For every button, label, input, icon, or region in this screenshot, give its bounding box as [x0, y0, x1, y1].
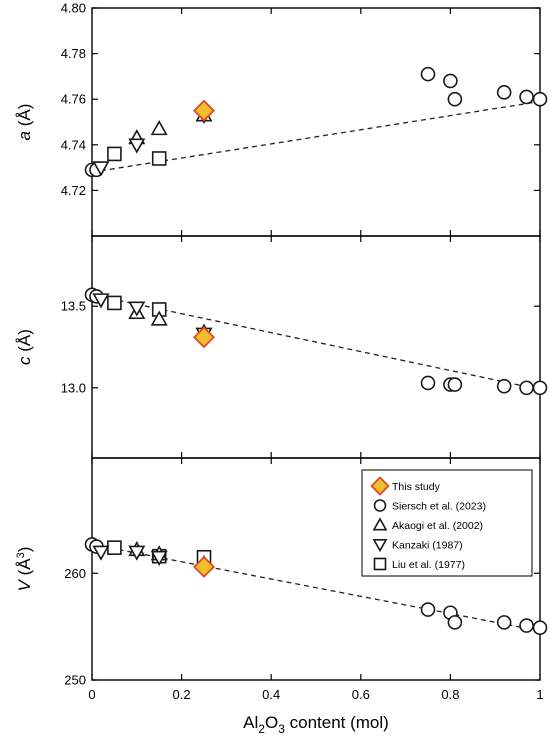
data-point — [150, 120, 168, 136]
data-point — [107, 146, 122, 162]
x-axis: 0 0.2 0.4 0.6 0.8 1 Al2O3 content (mol) — [88, 687, 543, 736]
legend-label: Kanzaki (1987) — [392, 540, 463, 552]
data-point — [92, 293, 110, 309]
data-point — [447, 377, 463, 392]
y-axis-title: c (Å) — [15, 329, 34, 365]
x-axis-title: Al2O3 content (mol) — [243, 713, 389, 736]
data-point — [107, 295, 122, 311]
legend-marker — [370, 476, 390, 496]
data-point — [92, 545, 110, 561]
data-point — [150, 550, 168, 567]
legend-label: Siersch et al. (2023) — [392, 501, 486, 513]
data-point — [192, 555, 216, 578]
panel-frame — [91, 457, 541, 681]
data-point — [107, 540, 122, 555]
x-tick-label: 1 — [536, 687, 543, 702]
legend-marker — [372, 517, 388, 531]
legend-marker — [373, 499, 387, 512]
x-tick-label: 0 — [88, 687, 95, 702]
panel-c: 13.0 13.5 c (Å) — [15, 235, 548, 459]
data-point — [447, 615, 463, 630]
data-point — [443, 73, 458, 89]
y-tick-label: 4.76 — [61, 92, 86, 107]
legend-marker — [372, 539, 388, 553]
legend: This study Siersch et al. (2023) Akaogi et… — [361, 469, 533, 577]
y-tick-label: 4.80 — [61, 1, 86, 16]
y-tick-label: 13.5 — [61, 299, 86, 314]
legend-label: Liu et al. (1977) — [392, 559, 465, 571]
data-point — [532, 380, 548, 396]
legend-label: Akaogi et al. (2002) — [392, 520, 483, 532]
y-tick-label: 13.0 — [61, 380, 86, 395]
data-point — [496, 85, 512, 100]
data-point — [420, 66, 436, 82]
panel-a: 4.72 4.74 4.76 4.78 4.80 a (Å) — [15, 1, 548, 237]
data-point — [519, 89, 534, 105]
legend-label: This study — [392, 481, 441, 493]
data-point — [420, 602, 436, 617]
data-point — [192, 99, 216, 122]
data-point — [92, 161, 110, 177]
x-tick-label: 0.6 — [352, 687, 370, 702]
y-axis-title: a (Å) — [15, 104, 34, 141]
trend-line — [91, 100, 541, 173]
data-point — [150, 310, 168, 326]
data-point — [128, 138, 146, 154]
data-point — [519, 618, 534, 633]
data-point — [420, 375, 436, 391]
data-points — [84, 287, 548, 396]
y-tick-label: 4.72 — [61, 183, 86, 198]
trend-line — [91, 294, 541, 391]
data-points — [84, 537, 548, 636]
y-tick-label: 260 — [64, 566, 86, 581]
y-tick-label: 4.78 — [61, 46, 86, 61]
x-tick-label: 0.8 — [441, 687, 459, 702]
legend-box — [361, 469, 533, 577]
data-point — [532, 620, 548, 636]
y-axis-title: V (Å3) — [15, 547, 34, 592]
data-point — [447, 91, 463, 107]
x-tick-label: 0.2 — [173, 687, 191, 702]
data-point — [496, 615, 512, 630]
panel-V: 250 260 V (Å3) — [15, 457, 548, 688]
data-point — [128, 545, 146, 561]
data-point — [519, 380, 534, 396]
legend-marker — [373, 557, 387, 571]
y-tick-label: 4.74 — [61, 137, 86, 152]
panels: 4.72 4.74 4.76 4.78 4.80 a (Å) 13.0 13.5 c (Å) 25… — [15, 1, 548, 688]
data-point — [532, 91, 548, 107]
data-points — [84, 66, 548, 178]
panel-frame — [91, 235, 541, 459]
x-tick-label: 0.4 — [262, 687, 280, 702]
data-point — [496, 378, 512, 394]
data-point — [151, 151, 167, 166]
data-point — [192, 326, 216, 349]
data-point — [128, 301, 146, 317]
y-tick-label: 250 — [64, 673, 86, 688]
